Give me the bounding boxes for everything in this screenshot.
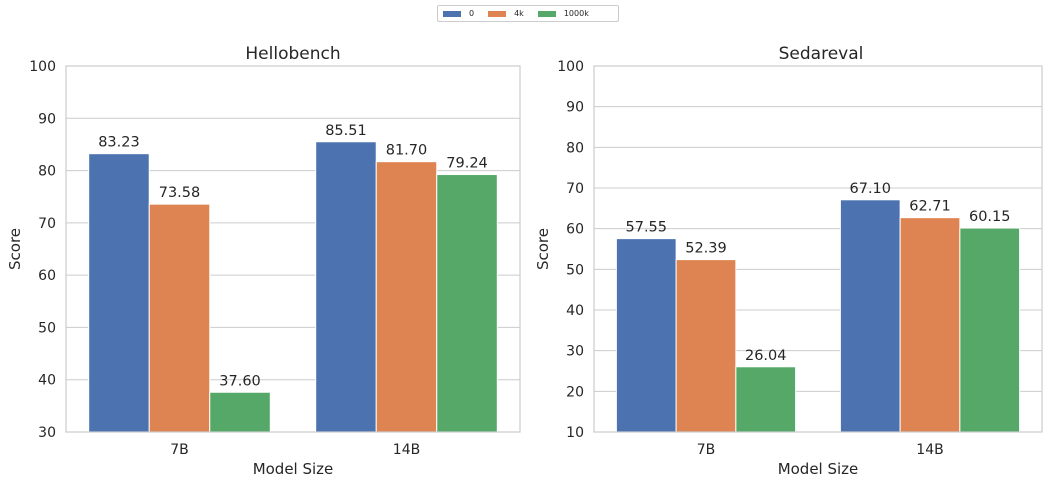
chart-title: Hellobench	[245, 44, 340, 64]
y-tick-label: 90	[566, 100, 584, 116]
x-tick-label: 7B	[697, 442, 716, 458]
plot-frame	[593, 65, 1043, 433]
x-axis-label: Model Size	[778, 460, 859, 478]
y-axis-label: Score	[6, 228, 24, 270]
data-label: 62.71	[909, 199, 951, 215]
chart-hellobench: 30 40 50 60 70 80 90 100 83.23 73.58 37.60 7B 85.51 8…	[6, 44, 521, 478]
bar-14b-4k	[899, 217, 961, 433]
y-tick-label: 70	[38, 216, 56, 232]
y-tick-label: 100	[557, 59, 584, 75]
data-label: 37.60	[219, 373, 261, 389]
legend: 0 4k 1000k	[437, 5, 619, 22]
y-tick-label: 80	[38, 164, 56, 180]
data-label: 26.04	[745, 348, 787, 364]
legend-swatch-1000k	[537, 10, 556, 17]
data-label: 57.55	[626, 220, 668, 236]
x-tick-label: 14B	[916, 442, 943, 458]
chart-title: Sedareval	[779, 44, 864, 64]
y-tick-label: 40	[566, 303, 584, 319]
bar-14b-0	[315, 141, 377, 433]
x-tick-label: 14B	[393, 442, 420, 458]
x-tick-label: 7B	[170, 442, 189, 458]
bar-7b-4k	[675, 259, 737, 433]
data-label: 52.39	[685, 241, 727, 257]
y-tick-label: 30	[566, 344, 584, 360]
chart-sedareval: 10 20 30 40 50 60 70 80 90 100 57.55 52.39 26.04 7B 67…	[534, 44, 1043, 478]
data-label: 67.10	[850, 181, 892, 197]
y-tick-label: 40	[38, 373, 56, 389]
bar-7b-4k	[148, 203, 211, 433]
data-label: 60.15	[969, 209, 1011, 225]
legend-label-1000k: 1000k	[563, 9, 589, 18]
y-tick-label: 30	[38, 425, 56, 441]
data-label: 83.23	[98, 135, 140, 151]
y-tick-label: 60	[38, 268, 56, 284]
bar-14b-1000k	[959, 227, 1021, 433]
bar-7b-1000k	[209, 391, 271, 433]
y-tick-label: 50	[566, 262, 584, 278]
y-axis-label: Score	[534, 228, 552, 270]
y-tick-label: 90	[38, 111, 56, 127]
data-label: 85.51	[325, 123, 367, 139]
y-tick-label: 50	[38, 320, 56, 336]
plot-frame	[65, 65, 521, 433]
bar-14b-4k	[375, 161, 438, 433]
data-label: 81.70	[386, 143, 428, 159]
legend-item-0: 0	[443, 9, 474, 18]
bar-14b-1000k	[436, 174, 498, 433]
y-tick-label: 10	[566, 425, 584, 441]
data-label: 73.58	[159, 185, 201, 201]
bar-7b-0	[88, 153, 150, 433]
legend-item-4k: 4k	[488, 9, 524, 18]
bar-7b-1000k	[735, 366, 797, 433]
bar-7b-0	[615, 238, 677, 433]
y-tick-label: 60	[566, 222, 584, 238]
y-tick-label: 100	[29, 59, 56, 75]
legend-swatch-0	[443, 10, 461, 17]
y-tick-label: 80	[566, 140, 584, 156]
data-label: 79.24	[446, 156, 488, 172]
x-axis-label: Model Size	[253, 460, 334, 478]
legend-item-1000k: 1000k	[537, 9, 589, 18]
y-tick-label: 20	[566, 384, 584, 400]
legend-label-4k: 4k	[514, 9, 524, 18]
y-tick-label: 70	[566, 181, 584, 197]
bar-14b-0	[839, 199, 901, 433]
legend-swatch-4k	[488, 10, 507, 17]
legend-label-0: 0	[469, 9, 475, 18]
